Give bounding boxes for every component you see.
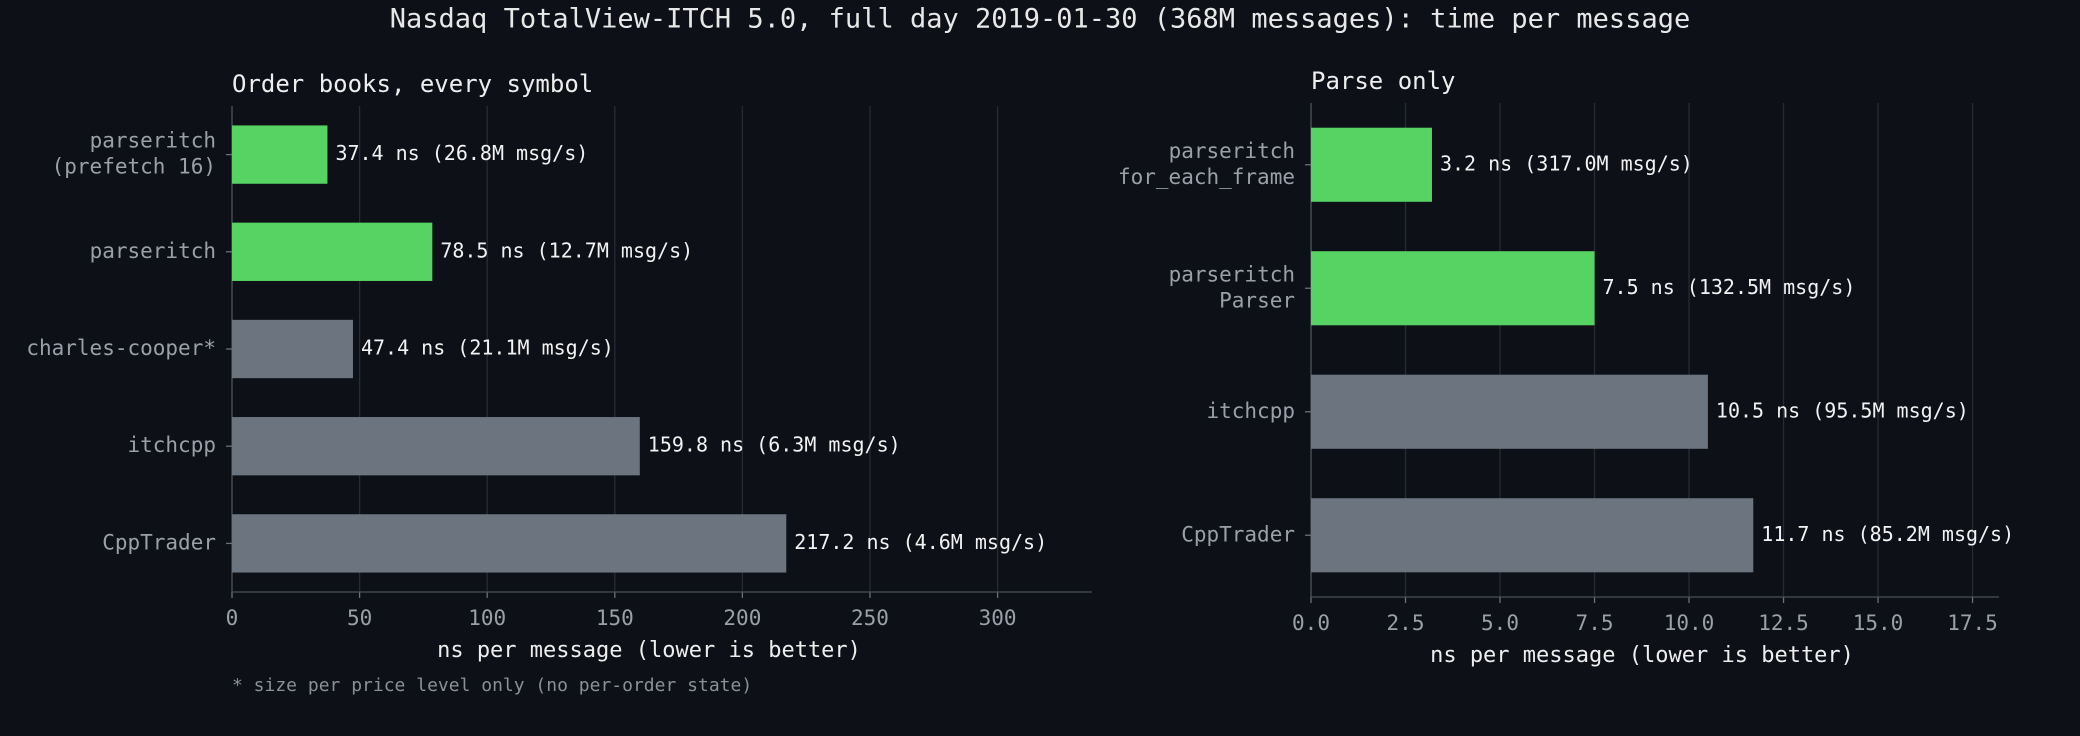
x-tick-label: 10.0 [1664, 611, 1715, 635]
y-tick-label: parseritch (prefetch 16) [52, 129, 216, 179]
bar [232, 319, 353, 379]
y-tick-label: CppTrader [1181, 522, 1295, 546]
value-label: 47.4 ns (21.1M msg/s) [361, 336, 614, 360]
value-label: 159.8 ns (6.3M msg/s) [648, 433, 901, 457]
subplot-title: Order books, every symbol [232, 70, 593, 98]
x-tick-label: 17.5 [1947, 611, 1998, 635]
y-tick-label: charles-cooper* [26, 336, 216, 360]
bar [232, 125, 328, 184]
x-tick-label: 5.0 [1481, 611, 1519, 635]
x-tick-label: 300 [979, 606, 1017, 630]
y-tick-label: itchcpp [1206, 399, 1295, 423]
figure-title: Nasdaq TotalView-ITCH 5.0, full day 2019… [390, 4, 1690, 35]
value-label: 11.7 ns (85.2M msg/s) [1761, 522, 2014, 546]
value-label: 37.4 ns (26.8M msg/s) [335, 141, 588, 165]
value-label: 7.5 ns (132.5M msg/s) [1603, 275, 1856, 299]
x-tick-label: 0 [226, 606, 239, 630]
x-tick-label: 150 [596, 606, 634, 630]
x-tick-label: 12.5 [1758, 611, 1809, 635]
x-tick-label: 7.5 [1576, 611, 1614, 635]
value-label: 3.2 ns (317.0M msg/s) [1440, 151, 1693, 175]
x-tick-label: 200 [723, 606, 761, 630]
value-label: 217.2 ns (4.6M msg/s) [794, 530, 1047, 554]
x-tick-label: 0.0 [1292, 611, 1330, 635]
x-tick-label: 100 [468, 606, 506, 630]
y-tick-label: parseritch [90, 239, 216, 263]
bar [232, 222, 433, 281]
x-tick-label: 50 [347, 606, 372, 630]
value-label: 10.5 ns (95.5M msg/s) [1716, 398, 1969, 422]
footnote: * size per price level only (no per-orde… [232, 675, 752, 696]
y-tick-label: parseritch Parser [1169, 262, 1295, 312]
x-axis-label: ns per message (lower is better) [1430, 643, 1854, 668]
bar [232, 417, 640, 476]
bar [232, 514, 787, 573]
bar [1311, 374, 1708, 449]
x-tick-label: 15.0 [1853, 611, 1904, 635]
x-axis-label: ns per message (lower is better) [437, 638, 861, 663]
value-label: 78.5 ns (12.7M msg/s) [440, 238, 693, 262]
bar [1311, 251, 1595, 326]
y-tick-label: parseritch for_each_frame [1118, 139, 1295, 189]
subplot-title: Parse only [1311, 67, 1456, 95]
x-tick-label: 250 [851, 606, 889, 630]
bar [1311, 127, 1432, 202]
bar [1311, 498, 1754, 573]
y-tick-label: CppTrader [102, 530, 216, 554]
x-tick-label: 2.5 [1387, 611, 1425, 635]
y-tick-label: itchcpp [127, 433, 216, 457]
